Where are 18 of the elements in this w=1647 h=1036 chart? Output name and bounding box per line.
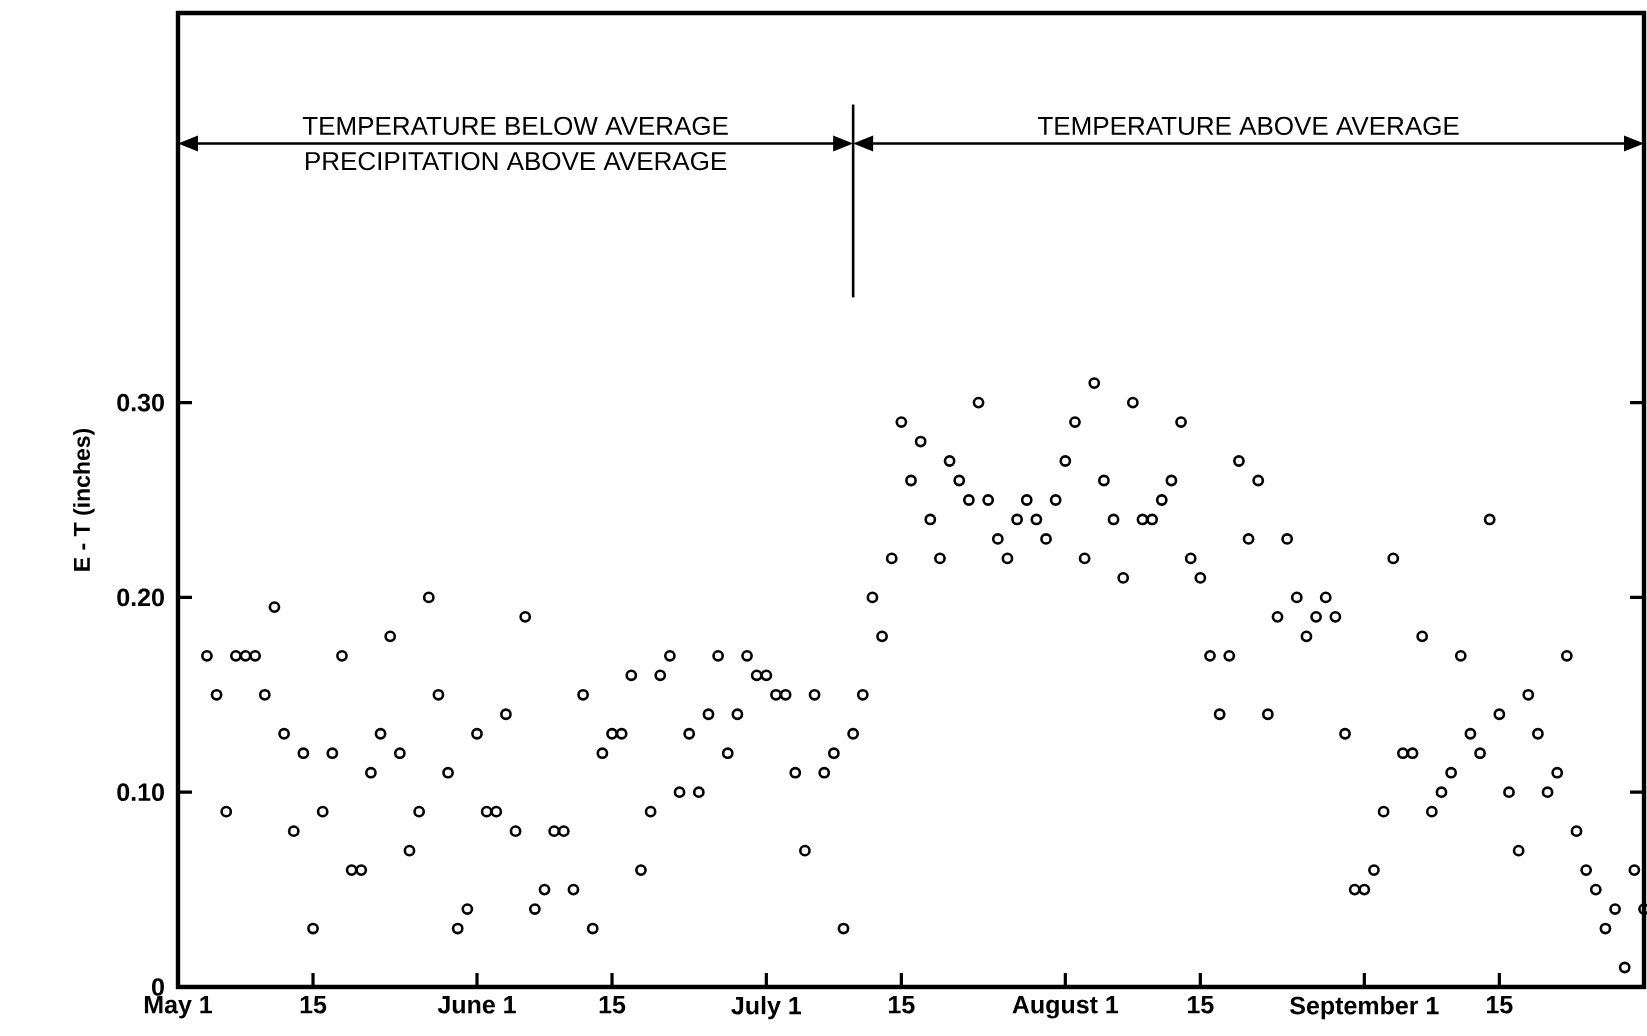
x-tick-label: May 1 [144, 996, 213, 1019]
x-tick-label: August 1 [1012, 996, 1119, 1019]
y-tick-label: 0.30 [117, 393, 164, 412]
x-tick-label: July 1 [731, 996, 802, 1020]
x-tick-label: 15 [1188, 996, 1214, 1014]
annotation: TEMPERATURE ABOVE AVERAGE [1038, 116, 1459, 136]
x-tick-label: September 1 [1290, 996, 1439, 1020]
y-tick-label: 0 [152, 978, 164, 996]
y-tick-label: 0.20 [117, 588, 164, 607]
y-axis-title: E - T (inches) [73, 428, 95, 571]
annotation: PRECIPITATION ABOVE AVERAGE [306, 151, 727, 171]
x-tick-label: June 1 [437, 996, 516, 1014]
x-tick-label: 15 [300, 996, 327, 1014]
annotation: TEMPERATURE BELOW AVERAGE [302, 116, 728, 136]
x-tick-label: 15 [889, 996, 915, 1014]
x-tick-label: 15 [1487, 996, 1513, 1014]
y-tick-label: 0.10 [117, 783, 164, 802]
x-tick-label: 15 [599, 996, 626, 1014]
